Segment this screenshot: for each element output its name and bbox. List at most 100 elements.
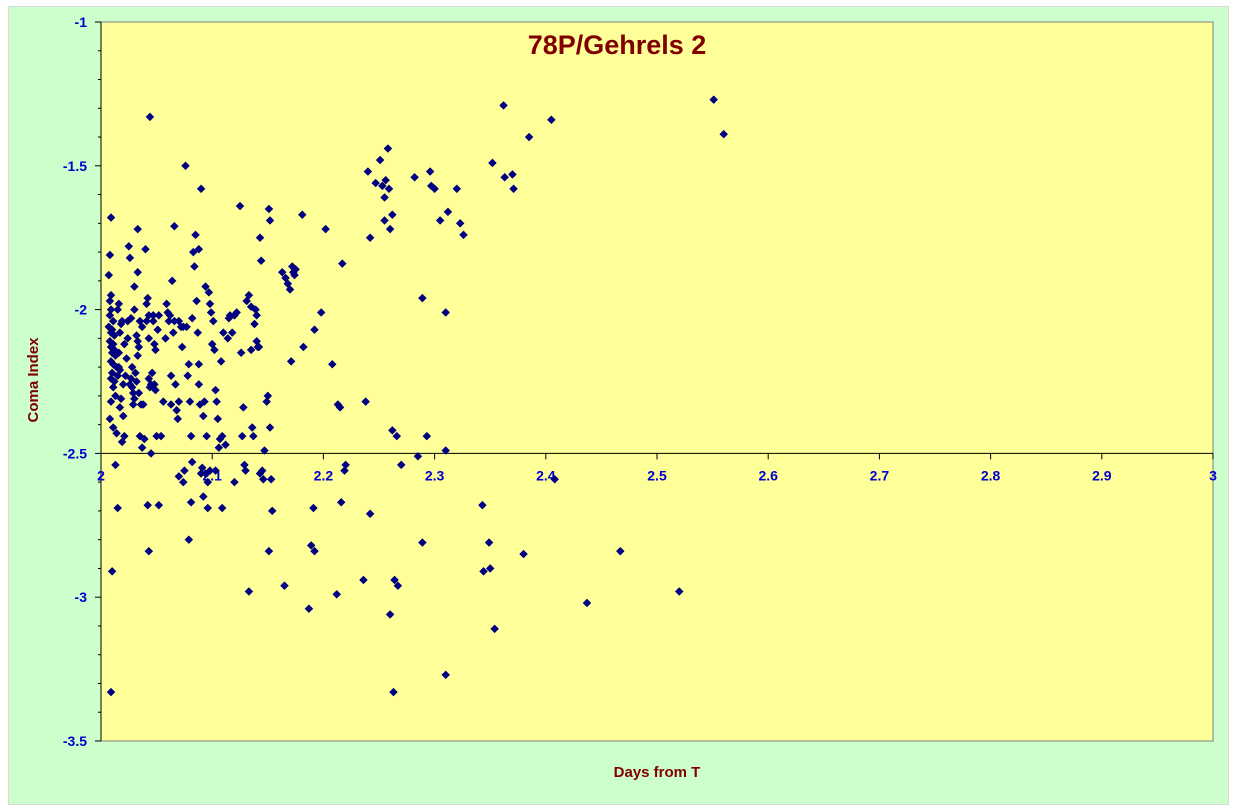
data-point: [396, 460, 406, 470]
data-point: [238, 403, 248, 412]
data-point: [134, 388, 144, 398]
data-point: [582, 598, 592, 608]
data-point: [191, 230, 200, 240]
data-point: [114, 299, 124, 309]
data-point: [387, 210, 397, 220]
data-point: [509, 184, 518, 194]
data-point: [337, 259, 347, 268]
data-point: [130, 305, 139, 314]
data-point: [500, 172, 510, 182]
data-point: [109, 331, 119, 340]
data-point: [217, 431, 227, 441]
data-point: [171, 380, 180, 389]
data-point: [316, 308, 326, 317]
data-point: [380, 216, 389, 225]
data-point: [144, 546, 154, 556]
data-point: [383, 144, 393, 153]
data-point: [142, 299, 151, 309]
data-point: [185, 397, 195, 406]
data-point: [455, 218, 465, 228]
data-point: [138, 400, 148, 409]
data-point: [211, 385, 220, 395]
data-point: [174, 472, 184, 481]
data-point: [332, 589, 342, 599]
plot-area: [100, 21, 1214, 742]
data-point: [264, 546, 274, 556]
data-point: [363, 167, 373, 176]
data-point: [181, 161, 190, 171]
data-point: [177, 342, 187, 352]
data-point: [198, 411, 208, 421]
data-point: [299, 342, 308, 352]
data-point: [113, 305, 123, 314]
data-point: [105, 310, 115, 320]
data-point: [213, 414, 223, 424]
data-point: [158, 397, 168, 406]
data-point: [508, 170, 517, 179]
data-point: [194, 244, 204, 254]
data-point: [208, 316, 218, 326]
data-point: [122, 354, 131, 363]
data-point: [359, 575, 368, 585]
data-point: [133, 267, 143, 277]
data-series: [104, 95, 729, 697]
data-point: [187, 457, 197, 467]
data-point: [336, 497, 346, 507]
y-tick-label: -3: [75, 589, 88, 605]
data-point: [499, 101, 508, 110]
data-point: [106, 213, 116, 222]
data-point: [133, 351, 143, 360]
data-point: [211, 466, 220, 476]
data-point: [105, 296, 115, 306]
data-point: [178, 477, 188, 487]
x-tick-label: 3: [1209, 467, 1217, 483]
data-point: [254, 342, 264, 352]
data-point: [156, 431, 166, 441]
data-point: [125, 253, 135, 263]
data-point: [167, 276, 177, 286]
data-point: [106, 687, 116, 697]
data-point: [154, 310, 164, 320]
data-point: [550, 474, 560, 484]
data-point: [118, 380, 128, 389]
data-point: [193, 328, 203, 337]
data-point: [247, 423, 257, 432]
data-point: [105, 250, 115, 260]
data-point: [121, 371, 130, 381]
x-tick-label: 2.8: [981, 467, 1001, 483]
data-point: [132, 377, 141, 386]
data-point: [203, 503, 213, 513]
data-point: [131, 368, 140, 378]
data-point: [188, 247, 198, 257]
data-point: [385, 610, 395, 619]
data-point: [304, 604, 314, 614]
data-point: [127, 362, 137, 372]
data-point: [252, 310, 262, 320]
x-axis: 2 2.1 2.2 2.3 2.4 2.5 2.6 2.7 2.8 2.9 3: [97, 452, 1217, 483]
data-point: [105, 414, 115, 424]
data-point: [519, 549, 528, 559]
data-point: [371, 178, 381, 188]
data-point: [186, 431, 196, 441]
data-point: [674, 587, 684, 596]
data-point: [151, 345, 160, 355]
data-point: [524, 132, 534, 142]
data-point: [187, 313, 197, 323]
data-point: [280, 581, 289, 591]
data-point: [108, 316, 118, 326]
data-point: [392, 431, 402, 441]
data-point: [190, 262, 199, 271]
data-point: [113, 371, 123, 381]
data-point: [221, 440, 230, 450]
data-point: [218, 328, 228, 337]
data-point: [115, 403, 125, 412]
data-point: [204, 287, 214, 297]
y-tick-label: -2.5: [63, 445, 87, 461]
data-point: [146, 449, 156, 458]
x-tick-label: 2.6: [758, 467, 778, 483]
data-point: [260, 446, 269, 455]
data-point: [290, 270, 299, 280]
data-point: [479, 566, 488, 576]
data-point: [170, 221, 179, 231]
